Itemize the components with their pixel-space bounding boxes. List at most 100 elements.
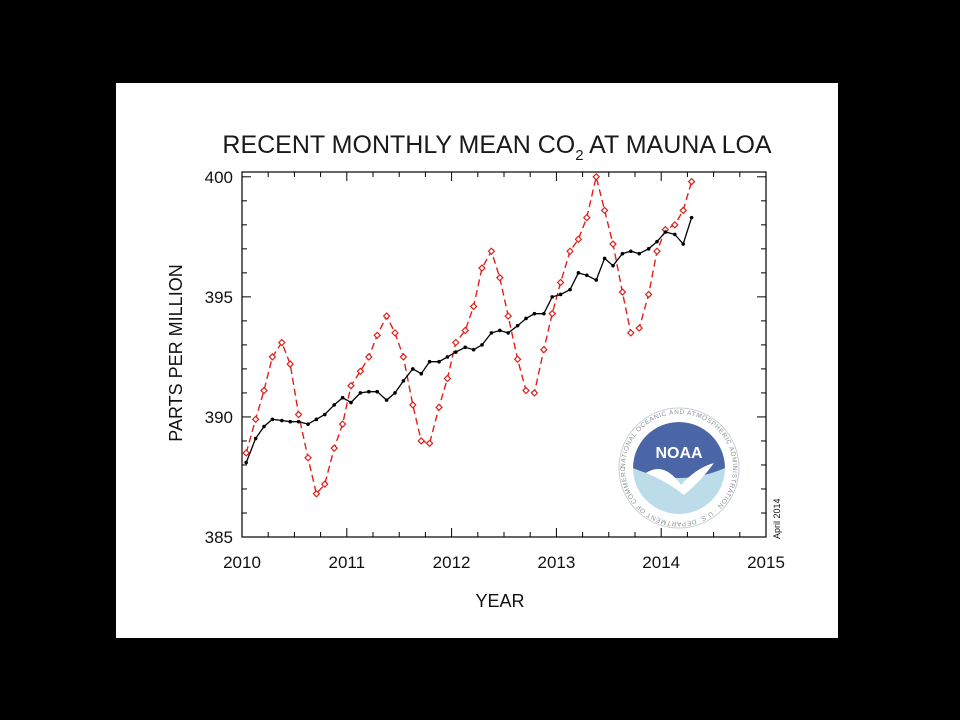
slide-panel: RECENT MONTHLY MEAN CO2 AT MAUNA LOA YEA… (116, 83, 838, 638)
monthly-mean-point (399, 353, 408, 361)
monthly-mean-point (251, 415, 260, 424)
trend-point (314, 417, 319, 422)
monthly-mean-point (592, 172, 601, 181)
monthly-mean-point (504, 312, 513, 320)
monthly-mean-point (582, 213, 591, 222)
monthly-mean-point (687, 177, 696, 186)
monthly-mean-point (574, 235, 583, 244)
trend-point (288, 419, 293, 424)
monthly-mean-point (338, 420, 347, 428)
trend-point (463, 345, 468, 350)
monthly-mean-point (548, 309, 557, 318)
monthly-mean-point (670, 220, 679, 229)
monthly-mean-point (364, 353, 373, 361)
x-tick-label: 2010 (223, 553, 261, 572)
trend-point (296, 419, 301, 424)
trend-point (629, 249, 633, 254)
monthly-mean-point (435, 403, 443, 412)
chart-title: RECENT MONTHLY MEAN CO2 AT MAUNA LOA (222, 131, 772, 164)
trend-point (340, 395, 345, 400)
y-tick-label: 400 (205, 168, 233, 187)
monthly-mean-point (304, 453, 312, 462)
monthly-mean-point (443, 374, 452, 383)
trend-point (681, 242, 686, 246)
chart-title-text: RECENT MONTHLY MEAN CO (222, 131, 575, 159)
trend-point (306, 422, 310, 426)
monthly-mean-point (600, 206, 609, 215)
monthly-mean-line (245, 176, 693, 496)
trend-point (532, 311, 537, 316)
trend-point (411, 367, 415, 371)
x-tick-label: 2011 (329, 553, 366, 572)
monthly-mean-point (294, 410, 303, 419)
monthly-mean-point (242, 449, 251, 457)
monthly-mean-point (530, 389, 539, 397)
trend-point (498, 328, 502, 333)
monthly-mean-point (408, 401, 417, 409)
monthly-mean-point (260, 386, 268, 395)
trend-point (349, 400, 353, 405)
trend-point (568, 287, 572, 292)
monthly-mean-point (320, 480, 329, 489)
monthly-mean-point (495, 273, 504, 282)
monthly-mean-point (679, 206, 688, 215)
plot-layer: 2010 2011 2012 2013 2014 2015 385 390 395 400 (205, 168, 785, 572)
y-axis-label: PARTS PER MILLION (166, 264, 186, 441)
trend-point (594, 278, 599, 282)
trend-point (401, 379, 406, 383)
monthly-mean-point (356, 367, 365, 376)
trend-point (611, 263, 615, 268)
monthly-mean-point (425, 439, 434, 448)
noaa-wordmark: NOAA (655, 445, 703, 462)
monthly-mean-point (417, 437, 426, 445)
x-tick-label: 2013 (537, 553, 575, 572)
trend-point (655, 239, 659, 244)
trend-point (393, 391, 397, 395)
monthly-mean-point (461, 326, 470, 335)
x-axis-label: YEAR (475, 591, 524, 611)
trend-point (270, 417, 275, 422)
monthly-mean-point (391, 329, 399, 337)
trend-point (445, 355, 450, 359)
trend-point (673, 232, 677, 237)
trend-point (646, 247, 651, 251)
y-tick-label: 390 (205, 408, 233, 427)
monthly-mean-point (566, 247, 574, 256)
monthly-mean-point (286, 360, 295, 368)
trend-point (550, 295, 555, 299)
trend-point (602, 256, 607, 261)
trend-point (367, 389, 371, 394)
trend-point (253, 436, 258, 441)
trend-point (332, 403, 337, 407)
trend-point (322, 412, 327, 417)
monthly-mean-point (618, 288, 627, 296)
trend-point (524, 316, 528, 321)
trend-point (489, 331, 494, 335)
chart-title-subscript: 2 (575, 147, 583, 164)
trend-point (620, 251, 625, 256)
monthly-mean-point (653, 247, 661, 256)
monthly-mean-point (451, 338, 460, 347)
trend-point (358, 391, 363, 395)
trend-point (576, 271, 581, 275)
monthly-mean-point (487, 247, 496, 256)
trend-point (427, 359, 432, 364)
trend-point (244, 460, 248, 465)
chart-title-suffix: AT MAUNA LOA (584, 131, 772, 159)
trend-point (471, 347, 476, 352)
monthly-mean-point (347, 381, 355, 390)
trend-point (375, 389, 379, 394)
monthly-mean-point (609, 240, 617, 248)
monthly-mean-point (513, 355, 522, 364)
trend-point (506, 331, 510, 335)
monthly-mean-point (330, 444, 339, 452)
monthly-mean-point (312, 489, 321, 498)
trend-point (584, 273, 589, 278)
monthly-mean-point (539, 345, 548, 354)
monthly-mean-point (522, 386, 530, 395)
monthly-mean-point (469, 302, 478, 311)
y-tick-label: 395 (205, 288, 233, 307)
trend-point (419, 371, 424, 376)
x-tick-label: 2014 (642, 553, 680, 572)
y-tick-label: 385 (205, 528, 233, 547)
